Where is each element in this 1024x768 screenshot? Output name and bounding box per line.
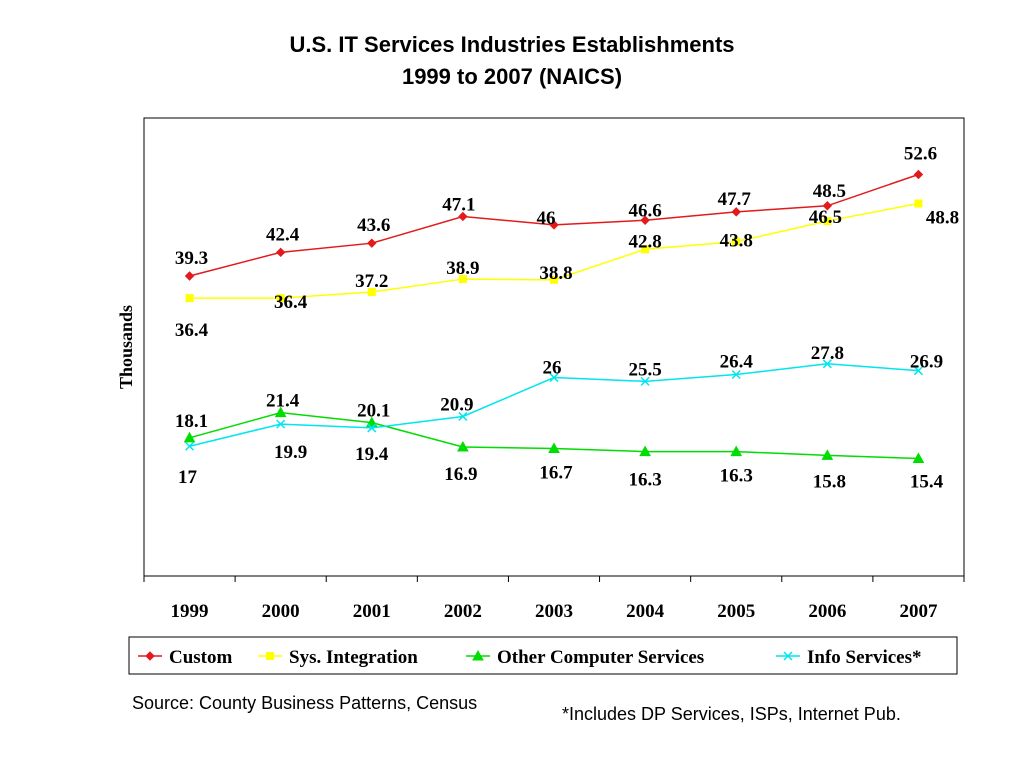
series-3-point-8: [913, 366, 923, 376]
series-3-point-4: [549, 373, 559, 383]
series-2-point-6: [730, 445, 743, 457]
series-3-label-6: 26.4: [720, 351, 754, 372]
series-1-point-0: [185, 294, 194, 303]
x-tick-label-2003: 2003: [535, 601, 573, 622]
footnote: *Includes DP Services, ISPs, Internet Pu…: [562, 704, 901, 724]
series-1-label-2: 37.2: [355, 271, 388, 292]
series-0-label-3: 47.1: [442, 194, 475, 215]
series-2-label-2: 20.1: [357, 401, 390, 422]
x-tick-label-1999: 1999: [171, 601, 209, 622]
series-1-label-8: 48.8: [926, 207, 959, 228]
x-tick-label-2006: 2006: [808, 601, 846, 622]
series-0-label-5: 46.6: [628, 200, 661, 221]
series-1-point-6: [732, 237, 741, 246]
series-2-point-0: [183, 431, 196, 443]
series-1-label-6: 43.8: [720, 231, 753, 252]
series-2-point-2: [365, 416, 378, 428]
series-0-point-0: [184, 271, 195, 281]
series-1-point-7: [823, 217, 832, 226]
series-0-point-3: [458, 211, 468, 222]
series-3-label-5: 25.5: [628, 359, 661, 380]
series-0-point-1: [275, 247, 286, 258]
series-1-point-5: [641, 245, 650, 254]
series-3-label-2: 19.4: [355, 444, 389, 465]
x-tick-label-2004: 2004: [626, 601, 665, 622]
plot-area: [143, 117, 965, 577]
series-0-point-4: [549, 220, 559, 230]
series-2-point-5: [639, 445, 651, 457]
series-3-point-5: [640, 376, 650, 386]
series-3-label-8: 26.9: [910, 352, 943, 373]
series-2-point-8: [912, 452, 925, 463]
series-2-point-7: [821, 449, 834, 460]
series-2-label-8: 15.4: [910, 471, 944, 492]
series-2-label-7: 15.8: [813, 471, 846, 492]
series-1-point-3: [458, 275, 467, 284]
series-1-label-3: 38.9: [446, 258, 479, 279]
series-3-point-7: [822, 359, 832, 369]
legend-label-0: Custom: [169, 647, 233, 668]
legend-marker-0: [145, 651, 155, 661]
series-3-label-0: 17: [178, 467, 198, 488]
series-1-point-4: [550, 275, 558, 284]
y-axis-label: Thousands: [116, 305, 136, 389]
series-3-point-2: [367, 423, 377, 433]
legend-marker-3: [783, 651, 793, 661]
series-2-point-4: [548, 442, 560, 454]
series-3-point-3: [458, 411, 468, 421]
x-tick-label-2005: 2005: [717, 601, 755, 622]
x-tick-label-2002: 2002: [444, 601, 482, 622]
series-0-label-0: 39.3: [175, 248, 208, 269]
series-3-point-6: [731, 369, 741, 380]
series-0-point-5: [640, 215, 650, 225]
series-0-point-8: [913, 169, 924, 180]
chart-title: U.S. IT Services Industries Establishmen…: [289, 32, 735, 57]
series-0-point-7: [822, 201, 833, 211]
series-1-point-2: [367, 288, 376, 297]
series-0-label-7: 48.5: [813, 181, 846, 202]
series-2-point-3: [457, 440, 469, 452]
chart-subtitle: 1999 to 2007 (NAICS): [401, 64, 623, 89]
series-0-point-2: [367, 238, 377, 248]
series-0-point-6: [731, 207, 741, 217]
series-2-label-5: 16.3: [628, 470, 661, 491]
series-3-label-4: 26: [543, 358, 562, 379]
legend-label-3: Info Services*: [807, 647, 922, 668]
series-1-label-1: 36.4: [274, 292, 308, 313]
x-tick-label-2001: 2001: [353, 601, 391, 622]
series-3-label-3: 20.9: [440, 394, 473, 415]
series-1-point-1: [276, 294, 285, 303]
legend-marker-1: [266, 652, 274, 660]
series-2-label-6: 16.3: [720, 466, 753, 487]
source-note: Source: County Business Patterns, Census: [132, 693, 478, 713]
series-0-label-6: 47.7: [718, 189, 752, 210]
series-0-label-2: 43.6: [357, 215, 390, 236]
series-1-point-8: [914, 199, 923, 208]
legend-label-2: Other Computer Services: [497, 647, 704, 668]
series-0-label-4: 46: [537, 208, 556, 229]
series-2-label-4: 16.7: [539, 463, 573, 484]
series-1-label-0: 36.4: [175, 320, 209, 341]
series-2-point-1: [274, 406, 287, 418]
series-2-label-1: 21.4: [266, 391, 300, 412]
x-tick-label-2000: 2000: [262, 601, 300, 622]
series-3-label-7: 27.8: [811, 343, 844, 364]
legend-marker-2: [472, 649, 484, 661]
series-0-label-8: 52.6: [904, 143, 937, 164]
series-3-point-1: [276, 419, 286, 429]
series-2-label-0: 18.1: [175, 411, 208, 432]
legend-label-1: Sys. Integration: [289, 647, 418, 668]
series-1-label-5: 42.8: [628, 231, 661, 252]
series-2-label-3: 16.9: [444, 464, 477, 485]
series-1-label-7: 46.5: [809, 207, 842, 228]
series-1-label-4: 38.8: [539, 263, 572, 284]
series-3-point-0: [185, 441, 195, 451]
series-0-label-1: 42.4: [266, 224, 300, 245]
x-tick-label-2007: 2007: [899, 601, 938, 622]
series-3-label-1: 19.9: [274, 442, 307, 463]
